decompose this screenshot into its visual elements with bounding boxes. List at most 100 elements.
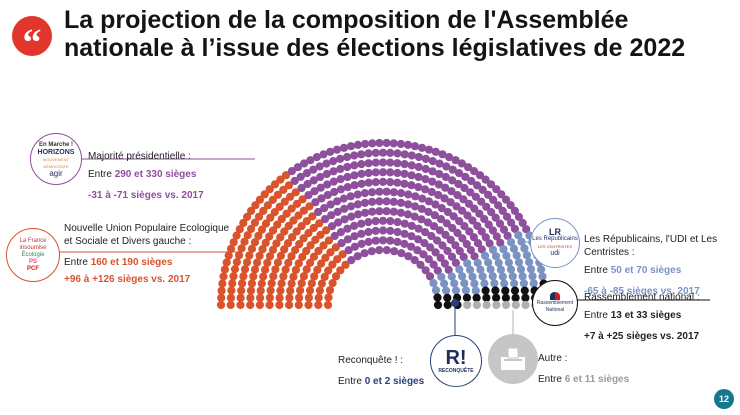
seat-ensemble <box>350 242 359 251</box>
seat-nupes <box>246 293 255 302</box>
seat-ensemble <box>364 237 373 246</box>
seat-ensemble <box>339 194 348 203</box>
seat-nupes <box>306 241 315 250</box>
seat-ensemble <box>421 266 430 275</box>
seat-ensemble <box>371 148 380 157</box>
seat-nupes <box>273 258 282 267</box>
seat-lr-udi <box>502 251 511 260</box>
seat-nupes <box>217 286 226 295</box>
seat-lr-udi <box>522 251 532 260</box>
seat-ensemble <box>451 241 460 250</box>
seat-nupes <box>305 286 315 295</box>
seat-nupes <box>326 248 335 257</box>
seat-lr-udi <box>504 258 513 267</box>
seat-nupes <box>289 216 298 225</box>
seat-lr-udi <box>512 251 521 260</box>
seat-ensemble <box>357 239 366 248</box>
seat-nupes <box>226 293 235 302</box>
seat-ensemble <box>403 140 413 149</box>
seat-ensemble <box>431 200 440 209</box>
seat-ensemble <box>297 183 306 193</box>
seat-ensemble <box>400 169 409 178</box>
seat-lr-udi <box>466 265 475 274</box>
seat-ensemble <box>375 187 384 196</box>
seat-nupes <box>331 243 340 252</box>
seat-ensemble <box>463 211 472 220</box>
seat-nupes <box>224 251 233 260</box>
seat-nupes <box>297 279 306 288</box>
seat-nupes <box>319 241 328 250</box>
seat-ensemble <box>487 208 496 217</box>
seat-ensemble <box>382 197 391 206</box>
seat-ensemble <box>407 242 416 251</box>
seat-ensemble <box>459 252 468 262</box>
seat-ensemble <box>426 243 435 252</box>
seat-lr-udi <box>461 286 470 295</box>
seat-ensemble <box>462 240 471 249</box>
seat-ensemble <box>350 221 359 230</box>
seat-nupes <box>309 252 319 261</box>
seat-ensemble <box>435 226 444 235</box>
seat-rn <box>481 286 490 295</box>
seat-lr-udi <box>498 272 507 281</box>
seat-ensemble <box>473 181 482 190</box>
seat-rn <box>433 293 442 302</box>
seat-nupes <box>321 253 330 262</box>
seat-ensemble <box>317 194 326 203</box>
seat-ensemble <box>444 265 453 274</box>
seat-ensemble <box>332 145 342 154</box>
seat-nupes <box>240 265 250 274</box>
seat-nupes <box>273 220 282 229</box>
seat-ensemble <box>448 176 457 185</box>
seat-nupes <box>299 234 308 243</box>
reconquete-mark: R! <box>445 346 467 369</box>
seat-ensemble <box>323 180 332 189</box>
seat-ensemble <box>364 168 373 178</box>
seat-nupes <box>341 260 350 269</box>
seat-nupes <box>317 259 326 268</box>
ensemble-name: Majorité présidentielle : <box>88 151 191 162</box>
seat-ensemble <box>470 204 479 213</box>
seat-lr-udi <box>458 272 467 281</box>
seat-ensemble <box>360 198 370 207</box>
seat-lr-udi <box>499 245 508 254</box>
seat-nupes <box>296 286 305 295</box>
seat-ensemble <box>371 217 380 226</box>
ensemble-range: Entre 290 et 330 sièges <box>88 169 197 180</box>
seat-ensemble <box>314 207 323 217</box>
seat-ensemble <box>417 143 427 152</box>
seat-nupes <box>259 206 268 215</box>
seat-ensemble <box>494 201 503 210</box>
page-number: 12 <box>714 389 734 409</box>
seat-nupes <box>275 300 284 310</box>
seat-ensemble <box>371 178 380 187</box>
seat-nupes <box>276 175 285 184</box>
seat-ensemble <box>440 194 449 203</box>
lfi-logo-text: La France insoumise <box>19 237 47 251</box>
seat-nupes <box>294 259 303 268</box>
seat-ensemble <box>371 226 380 235</box>
reconquete-logo-text: RECONQUÊTE <box>438 367 474 374</box>
seat-nupes <box>331 272 341 281</box>
lr-udi-logo: LR Les Républicains LES CENTRISTES udi <box>530 218 580 268</box>
seat-nupes <box>261 265 270 274</box>
en-marche-logo-text: En Marche ! <box>38 141 73 148</box>
seat-ensemble <box>464 163 473 172</box>
seat-ensemble <box>452 202 461 211</box>
seat-ensemble <box>364 159 373 168</box>
seat-nupes <box>256 286 265 295</box>
seat-nupes <box>276 251 285 260</box>
seat-nupes <box>217 293 226 302</box>
seat-ensemble <box>414 152 423 162</box>
seat-lr-udi <box>520 244 529 253</box>
seat-nupes <box>304 293 313 302</box>
seat-ensemble <box>343 224 352 233</box>
seat-ensemble <box>353 252 362 261</box>
seat-ensemble <box>371 158 380 167</box>
seat-ensemble <box>475 209 484 218</box>
centristes-logo-text: LES CENTRISTES <box>537 244 572 249</box>
seat-nupes <box>307 279 316 288</box>
seat-ensemble <box>386 178 395 187</box>
seat-ensemble <box>396 208 405 217</box>
seat-ensemble <box>378 177 388 186</box>
